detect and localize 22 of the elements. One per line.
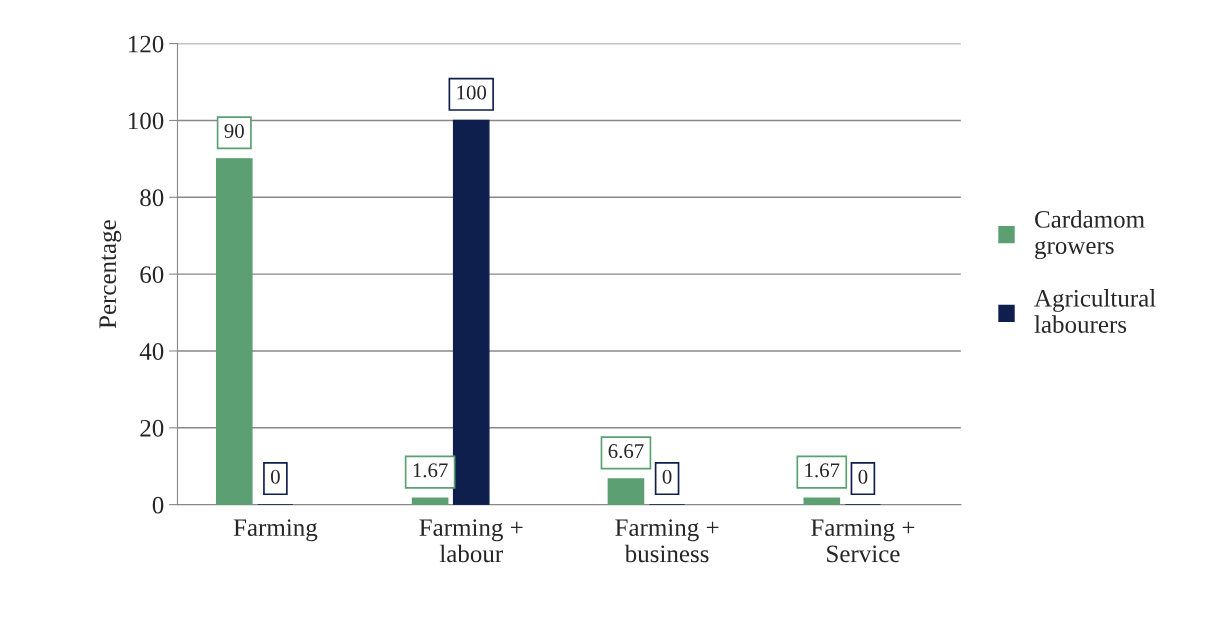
x-tick-label: Farming + Service: [811, 519, 915, 563]
data-label: 6.67: [608, 444, 644, 459]
y-tick-label: 40: [139, 343, 164, 360]
data-label: 100: [457, 85, 487, 100]
data-label: 0: [858, 469, 868, 484]
y-tick-label: 60: [140, 266, 164, 284]
data-label: 1.67: [413, 463, 448, 478]
legend-label: Agricultural labourers: [1034, 289, 1156, 333]
y-tick-label: 100: [128, 112, 164, 130]
y-tick-label: 80: [140, 189, 164, 207]
y-tick-label: 120: [128, 35, 164, 53]
data-label: 90: [224, 123, 244, 138]
y-tick-label: 20: [140, 419, 164, 437]
y-axis-title: Percentage: [99, 220, 122, 329]
x-tick-label: Farming + labour: [419, 519, 523, 563]
data-label: 1.67: [805, 463, 840, 478]
legend-label: Cardamom growers: [1035, 210, 1145, 260]
data-label: 0: [662, 469, 672, 484]
x-tick-label: Farming + business: [615, 519, 719, 563]
y-tick-label: 0: [152, 496, 164, 514]
x-tick-label: Farming: [233, 519, 318, 542]
data-label: 0: [270, 469, 280, 484]
